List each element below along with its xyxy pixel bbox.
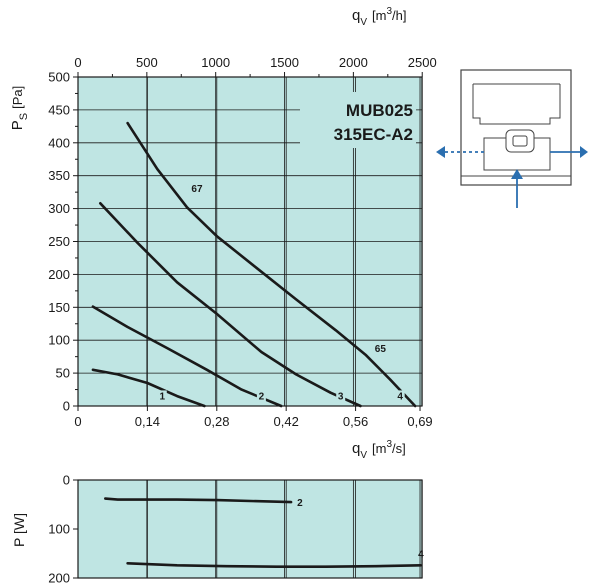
- x-tick-label-1: 0,14: [135, 414, 160, 429]
- power-series-group: 24: [104, 497, 424, 569]
- annotation-bg-0: [188, 183, 205, 195]
- annotation-bg-1: [372, 343, 389, 355]
- y-tick-label-9: 450: [48, 102, 70, 117]
- power-curve-2: [104, 497, 293, 504]
- y-tick-label-2: 100: [48, 333, 70, 348]
- power-y-tick-label-2: 200: [48, 571, 70, 586]
- y-tick-label-6: 300: [48, 201, 70, 216]
- annotation-label-3: 2: [259, 391, 265, 402]
- top-axis-label-unit-sup: 3: [386, 6, 392, 17]
- x-axis-label-unit-sup: 3: [386, 439, 392, 450]
- power-y-axis-label: P [W]: [11, 513, 27, 547]
- y-tick-label-4: 200: [48, 267, 70, 282]
- annotation-bg-5: [395, 390, 405, 402]
- x-tick-label-2: 0,28: [204, 414, 229, 429]
- main-chart: 0 50 100 150 200 250 300 350 400 450 500 0 0,14 0,28 0…: [9, 6, 437, 461]
- outlet-right-arrowhead-icon: [580, 146, 588, 158]
- chart-title-line-2: 315EC-A2: [334, 125, 413, 144]
- power-plot-area: [78, 480, 422, 578]
- pressure-curve-2: [91, 305, 283, 408]
- chart-title-line-1: MUB025: [346, 101, 413, 120]
- annotation-label-5: 4: [397, 391, 403, 402]
- power-ticks: 0 100 200: [48, 473, 78, 586]
- y-tick-label-1: 50: [56, 366, 70, 381]
- y-axis-label: PS [Pa]: [9, 86, 30, 130]
- main-annotations: 67 65 1 2 3 4: [157, 183, 405, 402]
- x-axis-label: qV [m3/s]: [352, 439, 406, 461]
- x-tick-label-0: 0: [74, 414, 81, 429]
- y-tick-label-0: 0: [63, 399, 70, 414]
- top-tick-label-3: 1500: [270, 55, 299, 70]
- main-series-group: [91, 121, 417, 408]
- annotation-label-1: 65: [375, 344, 387, 355]
- top-tick-label-2: 1000: [201, 55, 230, 70]
- x-axis-label-sub: V: [360, 450, 367, 461]
- unit-airflow-diagram: [436, 69, 588, 208]
- power-y-tick-label-0: 0: [63, 473, 70, 488]
- top-axis-label-sub: V: [360, 17, 367, 28]
- top-tick-label-1: 500: [136, 55, 158, 70]
- annotation-label-4: 3: [338, 391, 344, 402]
- top-tick-label-0: 0: [74, 55, 81, 70]
- top-tick-label-5: 2500: [408, 55, 437, 70]
- y-tick-label-5: 250: [48, 234, 70, 249]
- y-axis-label-main: P: [9, 120, 26, 130]
- annotation-bg-2: [157, 390, 167, 402]
- top-axis-label-unit-end: /h]: [392, 8, 406, 23]
- annotation-label-0: 67: [191, 184, 203, 195]
- power-curve-label-2: 2: [297, 498, 303, 509]
- x-axis-label-unit: [m: [372, 441, 386, 456]
- main-ticks: 0 50 100 150 200 250 300 350 400 450 500 0 0,14 0,28 0…: [48, 55, 436, 429]
- x-tick-label-3: 0,42: [274, 414, 299, 429]
- unit-inner-top: [472, 84, 561, 125]
- top-axis-label-main: q: [352, 7, 360, 24]
- x-axis-label-unit-end: /s]: [392, 441, 406, 456]
- inlet-arrowhead-icon: [511, 169, 523, 179]
- fan-motor-core: [512, 135, 528, 147]
- power-y-tick-label-1: 100: [48, 522, 70, 537]
- power-curve-4: [126, 561, 422, 569]
- outlet-left-arrowhead-icon: [436, 146, 445, 158]
- x-tick-label-5: 0,69: [407, 414, 432, 429]
- pressure-curve-1: [91, 368, 206, 408]
- y-tick-label-7: 350: [48, 168, 70, 183]
- y-tick-label-8: 400: [48, 135, 70, 150]
- annotation-bg-4: [336, 390, 346, 402]
- y-axis-label-unit: [Pa]: [10, 86, 25, 109]
- power-curve-label-4: 4: [418, 549, 424, 560]
- annotation-label-2: 1: [159, 391, 165, 402]
- top-axis-label: qV [m3/h]: [352, 6, 407, 28]
- y-tick-label-10: 500: [48, 70, 70, 85]
- top-axis-label-unit: [m: [372, 8, 386, 23]
- pressure-curve-4: [126, 121, 417, 408]
- y-tick-label-3: 150: [48, 300, 70, 315]
- pressure-curve-3: [99, 202, 362, 408]
- x-tick-label-4: 0,56: [343, 414, 368, 429]
- annotation-bg-3: [256, 390, 266, 402]
- title-box: [300, 92, 416, 148]
- x-axis-label-main: q: [352, 440, 360, 457]
- top-tick-label-4: 2000: [339, 55, 368, 70]
- y-axis-label-sub: S: [18, 113, 30, 120]
